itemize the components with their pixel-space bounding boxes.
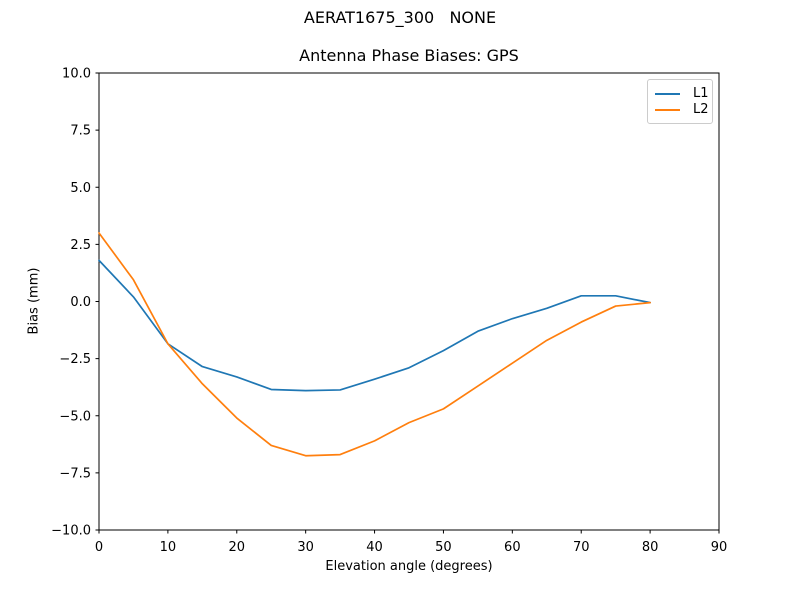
y-tick-label: −5.0: [59, 409, 91, 424]
x-tick-label: 90: [711, 540, 728, 555]
series-line-l1: [98, 259, 651, 392]
x-tick-label: 0: [95, 540, 103, 555]
x-tick-label: 40: [366, 540, 383, 555]
axes-spines: [98, 72, 720, 531]
y-tick-label: 2.5: [70, 238, 91, 253]
x-axis-label: Elevation angle (degrees): [325, 559, 493, 574]
x-tick-label: 80: [642, 540, 659, 555]
y-tick-label: 0.0: [70, 295, 91, 310]
x-tick-label: 50: [435, 540, 452, 555]
y-tick-label: −2.5: [59, 352, 91, 367]
x-tick-label: 30: [297, 540, 314, 555]
y-tick-label: 5.0: [70, 181, 91, 196]
legend-item-l2: L2: [655, 102, 709, 117]
y-tick-label: −10.0: [51, 524, 91, 539]
x-tick-label: 20: [229, 540, 246, 555]
x-tick-label: 60: [504, 540, 521, 555]
axes-title: Antenna Phase Biases: GPS: [299, 46, 519, 65]
y-axis-label: Bias (mm): [26, 267, 42, 335]
legend-line-l1-icon: [655, 92, 680, 95]
legend: L1 L2: [647, 79, 713, 124]
legend-line-l2-icon: [655, 108, 680, 111]
legend-label-l2: L2: [693, 102, 709, 117]
y-tick-label: −7.5: [59, 466, 91, 481]
figure-suptitle: AERAT1675_300 NONE: [303, 8, 497, 27]
series-line-l2: [98, 232, 651, 457]
x-tick-label: 70: [573, 540, 590, 555]
x-tick-label: 10: [160, 540, 177, 555]
y-tick-label: 7.5: [70, 124, 91, 139]
legend-label-l1: L1: [693, 86, 709, 101]
y-tick-label: 10.0: [62, 67, 91, 82]
legend-item-l1: L1: [655, 86, 709, 101]
